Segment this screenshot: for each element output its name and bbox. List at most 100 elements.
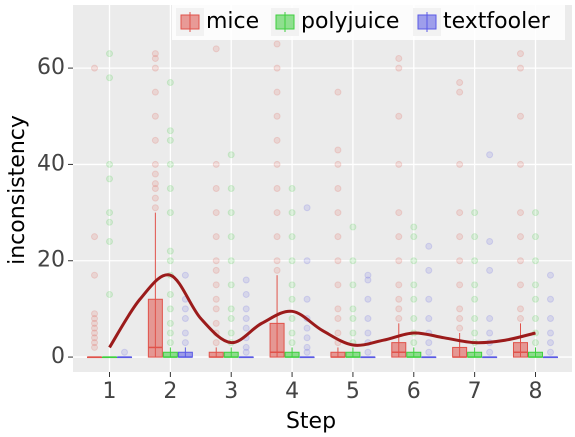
outlier	[151, 50, 159, 58]
outlier	[425, 266, 433, 274]
outlier	[410, 281, 418, 289]
outlier	[486, 237, 494, 245]
outlier	[212, 266, 220, 274]
outlier	[334, 257, 342, 265]
outlier	[456, 324, 464, 332]
outlier	[151, 204, 159, 212]
y-tick-label: 40	[37, 151, 65, 176]
outlier	[91, 64, 99, 72]
outlier	[364, 329, 372, 337]
x-tick-label: 1	[103, 379, 117, 404]
outlier	[288, 185, 296, 192]
outlier	[242, 324, 250, 332]
legend-key	[275, 14, 295, 30]
outlier	[242, 290, 250, 298]
outlier	[410, 315, 418, 323]
outlier	[471, 233, 479, 241]
outlier	[166, 305, 174, 313]
outlier	[151, 136, 159, 144]
outlier	[395, 257, 403, 265]
outlier	[349, 257, 357, 265]
outlier	[242, 276, 250, 284]
outlier	[181, 329, 189, 337]
outlier	[425, 315, 433, 323]
outlier	[456, 79, 464, 87]
outlier	[227, 281, 235, 289]
x-axis-label: Step	[286, 409, 336, 434]
outlier	[91, 319, 99, 327]
outlier	[364, 271, 372, 279]
outlier	[106, 218, 114, 226]
outlier	[531, 233, 539, 241]
outlier	[273, 266, 281, 274]
outlier	[471, 329, 479, 337]
outlier	[349, 281, 357, 289]
outlier	[227, 151, 235, 159]
legend-key	[180, 14, 200, 30]
outlier	[242, 305, 250, 313]
outlier	[166, 160, 174, 168]
outlier	[273, 233, 281, 241]
x-tick-label: 8	[528, 379, 542, 404]
outlier	[395, 54, 403, 62]
outlier	[303, 334, 311, 342]
outlier	[91, 329, 99, 337]
outlier	[91, 343, 99, 351]
y-axis-label: inconsistency	[5, 115, 30, 265]
outlier	[151, 180, 159, 188]
outlier	[486, 151, 494, 159]
outlier	[121, 348, 129, 356]
trend-line	[108, 273, 536, 349]
outlier	[91, 324, 99, 332]
outlier	[166, 329, 174, 337]
outlier	[106, 175, 114, 183]
outlier	[456, 315, 464, 323]
outlier	[364, 348, 372, 356]
outlier	[395, 233, 403, 241]
outlier	[106, 160, 114, 168]
outlier	[212, 45, 220, 53]
outlier	[334, 281, 342, 289]
outlier	[273, 40, 281, 48]
outlier	[303, 295, 311, 303]
outlier	[227, 209, 235, 217]
outlier	[516, 209, 524, 217]
box	[452, 346, 468, 358]
x-tick-label: 6	[407, 379, 421, 404]
outlier	[334, 305, 342, 313]
outlier	[151, 170, 159, 178]
outlier	[273, 185, 281, 192]
outlier	[106, 74, 114, 82]
outlier	[334, 160, 342, 168]
outlier	[516, 233, 524, 241]
outlier	[471, 281, 479, 289]
outlier	[364, 276, 372, 284]
outlier	[212, 209, 220, 217]
outlier	[288, 329, 296, 337]
outlier	[288, 257, 296, 265]
outlier	[471, 209, 479, 217]
outlier	[166, 257, 174, 265]
outlier	[91, 315, 99, 323]
outlier	[288, 339, 296, 347]
outlier	[516, 281, 524, 289]
outlier	[242, 348, 250, 356]
outlier	[166, 136, 174, 144]
outlier	[273, 112, 281, 120]
outlier	[364, 295, 372, 303]
outlier	[395, 64, 403, 72]
outlier	[288, 295, 296, 303]
outlier	[471, 295, 479, 303]
outlier	[531, 295, 539, 303]
outlier	[166, 209, 174, 217]
outlier	[151, 185, 159, 192]
outlier	[516, 50, 524, 58]
outlier	[546, 315, 554, 323]
outlier	[410, 339, 418, 347]
outlier	[91, 233, 99, 241]
box	[269, 322, 285, 358]
outlier	[425, 348, 433, 356]
outlier	[516, 160, 524, 168]
outlier	[395, 295, 403, 303]
outlier	[531, 339, 539, 347]
